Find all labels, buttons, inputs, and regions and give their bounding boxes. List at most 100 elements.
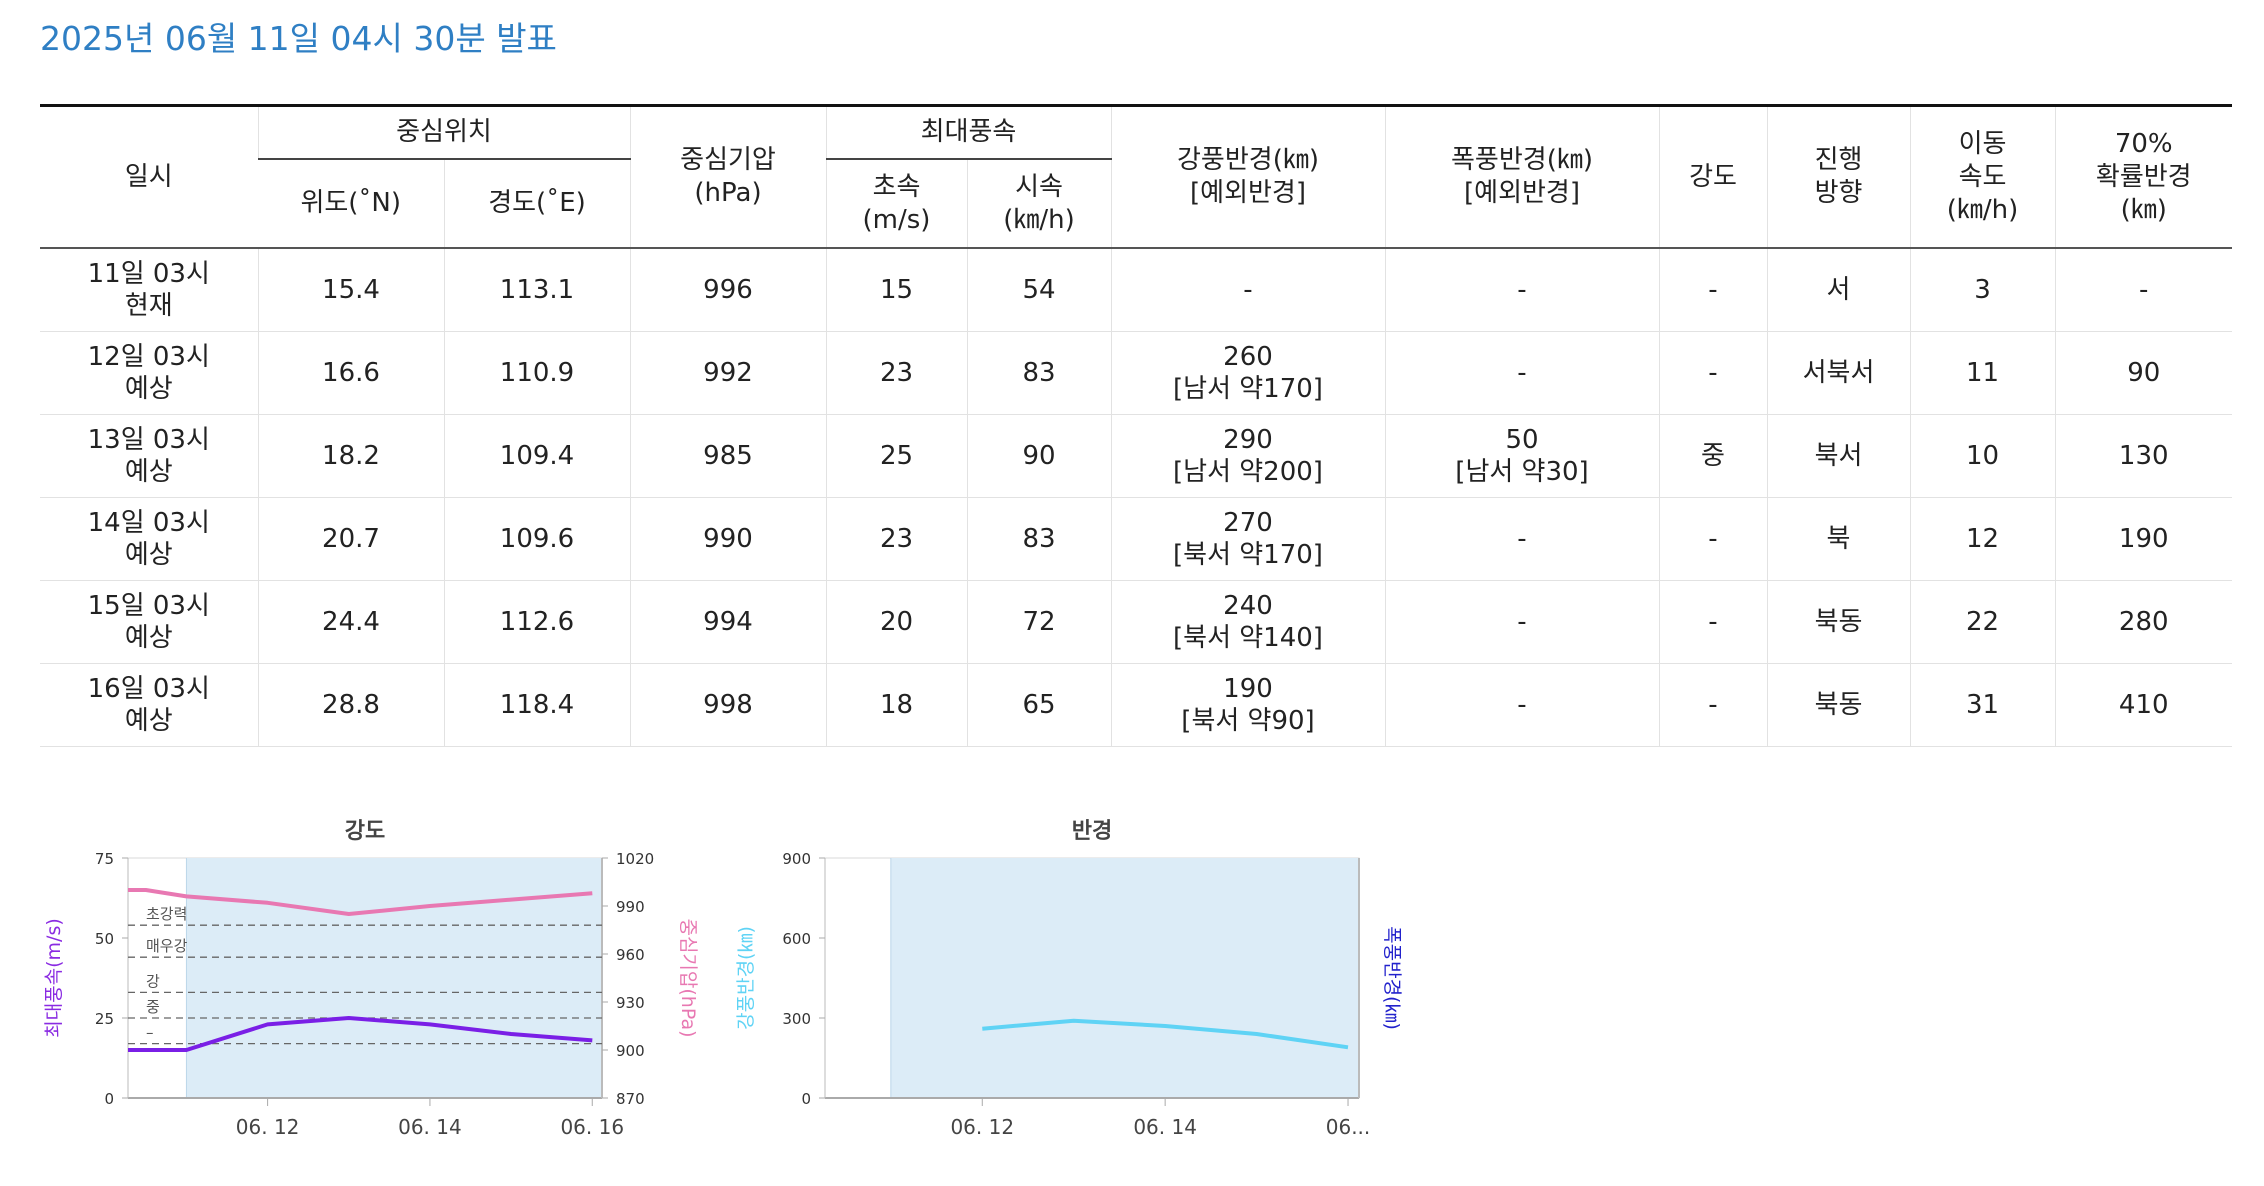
cell-datetime: 15일 03시 예상 bbox=[40, 580, 258, 664]
cell-intensity: - bbox=[1658, 663, 1767, 747]
y-axis-title: 최대풍속(m/s) bbox=[43, 918, 65, 1038]
cell-direction: 서 bbox=[1766, 248, 1910, 332]
chart-title: 강도 bbox=[345, 819, 385, 844]
cell-lat: 16.6 bbox=[257, 331, 444, 415]
cell-wind-kmh: 83 bbox=[966, 331, 1111, 415]
cell-wind-ms: 23 bbox=[825, 331, 967, 415]
y-tick-label: 50 bbox=[95, 930, 114, 948]
cell-direction: 북서 bbox=[1766, 414, 1910, 498]
x-tick-label: 06. 12 bbox=[950, 1115, 1014, 1139]
intensity-chart: 강도 0 25 50 75 870 900 930 960 990 1020 06. 12 06. 14… bbox=[43, 819, 699, 1139]
x-tick-label: 06. 12 bbox=[236, 1115, 300, 1139]
cell-lon: 118.4 bbox=[443, 663, 630, 747]
cell-intensity: - bbox=[1658, 497, 1767, 581]
header-wind-ms: 초속 (m/s) bbox=[825, 159, 967, 249]
y-tick-label: 900 bbox=[782, 850, 811, 868]
cell-direction: 북동 bbox=[1766, 580, 1910, 664]
cell-prob-radius: 410 bbox=[2054, 663, 2232, 747]
header-direction: 진행 방향 bbox=[1766, 104, 1910, 249]
cell-wind-ms: 15 bbox=[825, 248, 967, 332]
table-row: 13일 03시 예상 18.2 109.4 985 25 90 290 [남서 약200] 50[… bbox=[40, 414, 2232, 498]
x-tick-label: 06. 16 bbox=[560, 1115, 624, 1139]
header-speed: 이동 속도 (㎞/h) bbox=[1909, 104, 2055, 249]
cell-lon: 112.6 bbox=[443, 580, 630, 664]
cell-wind-kmh: 83 bbox=[966, 497, 1111, 581]
y2-tick-label: 900 bbox=[616, 1042, 645, 1060]
header-max-wind: 최대풍속 bbox=[825, 104, 1111, 160]
cell-direction: 서북서 bbox=[1766, 331, 1910, 415]
cell-speed: 22 bbox=[1909, 580, 2055, 664]
cell-pressure: 998 bbox=[629, 663, 826, 747]
cell-speed: 10 bbox=[1909, 414, 2055, 498]
table-row: 16일 03시 예상 28.8 118.4 998 18 65 190 [북서 약90] - - 북동… bbox=[40, 663, 2232, 747]
cell-lon: 109.6 bbox=[443, 497, 630, 581]
cell-gale-radius: - bbox=[1110, 248, 1385, 332]
cell-lon: 109.4 bbox=[443, 414, 630, 498]
cell-pressure: 990 bbox=[629, 497, 826, 581]
cell-storm-radius: - bbox=[1384, 497, 1659, 581]
cell-pressure: 996 bbox=[629, 248, 826, 332]
cell-intensity: - bbox=[1658, 331, 1767, 415]
cell-lat: 15.4 bbox=[257, 248, 444, 332]
y-tick-label: 25 bbox=[95, 1010, 114, 1028]
header-datetime: 일시 bbox=[40, 104, 258, 249]
cell-wind-kmh: 90 bbox=[966, 414, 1111, 498]
cell-pressure: 985 bbox=[629, 414, 826, 498]
header-lat: 위도(˚N) bbox=[258, 159, 444, 249]
x-tick-label: 06... bbox=[1326, 1115, 1371, 1139]
y2-tick-label: 1020 bbox=[616, 850, 654, 868]
cell-datetime: 13일 03시 예상 bbox=[40, 414, 258, 498]
table-row: 15일 03시 예상 24.4 112.6 994 20 72 240 [북서 약140] - - 북… bbox=[40, 580, 2232, 664]
cell-intensity: 중 bbox=[1658, 414, 1767, 498]
header-pressure: 중심기압 (hPa) bbox=[629, 104, 826, 249]
y2-axis-title: 중심기압(hPa) bbox=[677, 918, 699, 1037]
header-lon: 경도(˚E) bbox=[443, 159, 630, 249]
cell-prob-radius: 130 bbox=[2054, 414, 2232, 498]
y-tick-label: 600 bbox=[782, 930, 811, 948]
cell-intensity: - bbox=[1658, 248, 1767, 332]
cell-speed: 3 bbox=[1909, 248, 2055, 332]
y-axis-title: 강풍반경(㎞) bbox=[735, 926, 757, 1030]
cell-intensity: - bbox=[1658, 580, 1767, 664]
cell-gale-radius: 190 [북서 약90] bbox=[1110, 663, 1385, 747]
cell-direction: 북 bbox=[1766, 497, 1910, 581]
forecast-region bbox=[186, 858, 602, 1098]
threshold-label: 중 bbox=[146, 998, 160, 1016]
y-tick-label: 0 bbox=[104, 1090, 114, 1108]
cell-speed: 12 bbox=[1909, 497, 2055, 581]
cell-datetime: 14일 03시 예상 bbox=[40, 497, 258, 581]
threshold-label: 매우강 bbox=[146, 937, 188, 955]
page-title: 2025년 06월 11일 04시 30분 발표 bbox=[40, 19, 557, 58]
cell-wind-ms: 23 bbox=[825, 497, 967, 581]
cell-lon: 113.1 bbox=[443, 248, 630, 332]
cell-wind-ms: 25 bbox=[825, 414, 967, 498]
radius-chart: 반경 0 300 600 900 06. 12 06. 14 06... 강풍반경(㎞) 폭풍반경… bbox=[735, 819, 1403, 1139]
table-row: 11일 03시 현재 15.4 113.1 996 15 54- - - 서 3- bbox=[40, 248, 2232, 332]
cell-speed: 11 bbox=[1909, 331, 2055, 415]
header-wind-kmh: 시속 (㎞/h) bbox=[966, 159, 1111, 249]
cell-wind-ms: 20 bbox=[825, 580, 967, 664]
header-center-position: 중심위치 bbox=[257, 104, 630, 160]
x-tick-label: 06. 14 bbox=[1133, 1115, 1197, 1139]
cell-datetime: 16일 03시 예상 bbox=[40, 663, 258, 747]
cell-datetime: 12일 03시 예상 bbox=[40, 331, 258, 415]
cell-gale-radius: 290 [남서 약200] bbox=[1110, 414, 1385, 498]
threshold-label: 초강력 bbox=[146, 905, 187, 923]
cell-direction: 북동 bbox=[1766, 663, 1910, 747]
header-storm-radius: 폭풍반경(㎞) [예외반경] bbox=[1384, 104, 1659, 249]
cell-gale-radius: 240 [북서 약140] bbox=[1110, 580, 1385, 664]
cell-prob-radius: 280 bbox=[2054, 580, 2232, 664]
y-tick-label: 75 bbox=[95, 850, 114, 868]
y2-axis-title: 폭풍반경(㎞) bbox=[1381, 926, 1403, 1030]
cell-storm-radius: - bbox=[1384, 331, 1659, 415]
table-body: 11일 03시 현재 15.4 113.1 996 15 54- - - 서 3-12일 03시 예상… bbox=[40, 248, 2232, 747]
cell-wind-kmh: 54 bbox=[966, 248, 1111, 332]
threshold-label: 강 bbox=[146, 972, 160, 990]
header-gale-radius: 강풍반경(㎞) [예외반경] bbox=[1110, 104, 1385, 249]
cell-lat: 28.8 bbox=[257, 663, 444, 747]
cell-prob-radius: - bbox=[2054, 248, 2232, 332]
cell-datetime: 11일 03시 현재 bbox=[40, 248, 258, 332]
y2-tick-label: 960 bbox=[616, 946, 645, 964]
y2-tick-label: 990 bbox=[616, 898, 645, 916]
chart-title: 반경 bbox=[1072, 819, 1112, 844]
